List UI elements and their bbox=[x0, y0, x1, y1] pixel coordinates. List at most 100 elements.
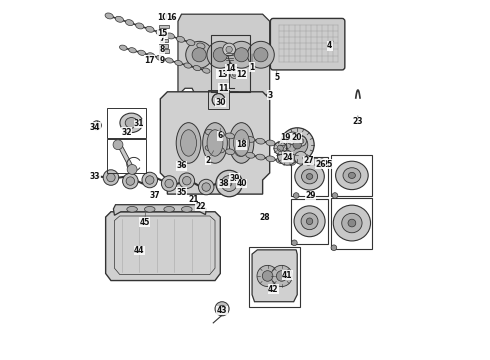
Ellipse shape bbox=[156, 55, 164, 60]
Text: 4: 4 bbox=[327, 41, 332, 50]
Text: 33: 33 bbox=[90, 172, 100, 181]
Ellipse shape bbox=[229, 123, 254, 163]
Circle shape bbox=[271, 265, 292, 287]
Text: 36: 36 bbox=[176, 161, 187, 170]
Circle shape bbox=[186, 41, 213, 68]
Ellipse shape bbox=[276, 158, 285, 163]
Ellipse shape bbox=[166, 58, 173, 63]
Ellipse shape bbox=[236, 135, 245, 140]
Ellipse shape bbox=[234, 130, 249, 156]
Ellipse shape bbox=[138, 50, 146, 55]
Circle shape bbox=[276, 271, 287, 281]
Circle shape bbox=[282, 150, 292, 160]
Text: 42: 42 bbox=[268, 285, 278, 294]
Ellipse shape bbox=[181, 130, 196, 156]
Polygon shape bbox=[160, 92, 270, 194]
Circle shape bbox=[292, 240, 297, 246]
Text: 29: 29 bbox=[305, 192, 316, 201]
Text: 32: 32 bbox=[122, 128, 132, 137]
Bar bbox=[208, 90, 229, 109]
Text: 34: 34 bbox=[90, 123, 100, 132]
Ellipse shape bbox=[225, 149, 235, 155]
Ellipse shape bbox=[286, 159, 295, 165]
Bar bbox=[248, 247, 300, 307]
Ellipse shape bbox=[125, 20, 134, 26]
Ellipse shape bbox=[105, 13, 113, 19]
Circle shape bbox=[299, 139, 304, 144]
Circle shape bbox=[234, 48, 248, 62]
Ellipse shape bbox=[286, 144, 295, 149]
Ellipse shape bbox=[187, 40, 195, 46]
Text: 16: 16 bbox=[166, 13, 176, 22]
Bar bbox=[160, 39, 168, 42]
Text: 7: 7 bbox=[159, 34, 165, 43]
Bar bbox=[331, 155, 372, 196]
Ellipse shape bbox=[295, 163, 324, 190]
Ellipse shape bbox=[181, 207, 192, 212]
Ellipse shape bbox=[146, 26, 154, 32]
Circle shape bbox=[290, 135, 296, 141]
Text: 26: 26 bbox=[316, 159, 326, 168]
Polygon shape bbox=[178, 14, 270, 99]
Circle shape bbox=[183, 176, 191, 185]
Ellipse shape bbox=[301, 169, 318, 184]
Text: 17: 17 bbox=[145, 55, 155, 64]
Ellipse shape bbox=[306, 218, 313, 225]
Bar bbox=[159, 44, 168, 48]
Ellipse shape bbox=[336, 161, 368, 190]
Ellipse shape bbox=[115, 16, 123, 22]
Ellipse shape bbox=[266, 156, 275, 162]
Text: 28: 28 bbox=[259, 212, 270, 221]
Circle shape bbox=[113, 140, 123, 150]
Circle shape bbox=[332, 193, 338, 198]
Bar bbox=[291, 199, 328, 243]
Text: 30: 30 bbox=[215, 98, 225, 107]
Polygon shape bbox=[113, 205, 206, 215]
Ellipse shape bbox=[120, 45, 127, 50]
Bar bbox=[159, 49, 169, 53]
Text: 12: 12 bbox=[236, 70, 247, 79]
Bar bbox=[107, 108, 146, 138]
Circle shape bbox=[126, 177, 135, 185]
Circle shape bbox=[318, 159, 325, 166]
Circle shape bbox=[296, 136, 306, 146]
Circle shape bbox=[262, 271, 273, 281]
Bar bbox=[160, 33, 168, 37]
Text: 21: 21 bbox=[189, 195, 199, 204]
Circle shape bbox=[287, 134, 308, 155]
Circle shape bbox=[257, 265, 278, 287]
Ellipse shape bbox=[348, 172, 355, 179]
Bar bbox=[291, 157, 328, 196]
Text: 35: 35 bbox=[176, 188, 187, 197]
Text: 15: 15 bbox=[157, 29, 167, 38]
Circle shape bbox=[122, 173, 138, 189]
Ellipse shape bbox=[348, 219, 356, 227]
Text: 3: 3 bbox=[267, 91, 272, 100]
Text: 43: 43 bbox=[217, 306, 227, 315]
Ellipse shape bbox=[215, 147, 224, 153]
Circle shape bbox=[286, 132, 299, 145]
Circle shape bbox=[294, 193, 299, 198]
Text: 25: 25 bbox=[323, 159, 333, 168]
Ellipse shape bbox=[215, 131, 224, 137]
Circle shape bbox=[103, 170, 119, 185]
Circle shape bbox=[293, 140, 301, 149]
Circle shape bbox=[247, 41, 274, 68]
Ellipse shape bbox=[176, 123, 201, 163]
Ellipse shape bbox=[184, 63, 192, 68]
Text: 11: 11 bbox=[219, 84, 229, 93]
Ellipse shape bbox=[120, 113, 143, 132]
Text: 41: 41 bbox=[282, 271, 293, 280]
Ellipse shape bbox=[205, 145, 214, 151]
Ellipse shape bbox=[202, 68, 210, 73]
Ellipse shape bbox=[193, 66, 201, 71]
Circle shape bbox=[232, 72, 237, 76]
Ellipse shape bbox=[225, 133, 235, 139]
Circle shape bbox=[207, 41, 234, 68]
Bar bbox=[212, 35, 250, 92]
Text: 44: 44 bbox=[134, 246, 145, 255]
Ellipse shape bbox=[256, 138, 265, 144]
Text: 22: 22 bbox=[196, 202, 206, 211]
Polygon shape bbox=[252, 250, 297, 302]
Circle shape bbox=[213, 48, 227, 62]
